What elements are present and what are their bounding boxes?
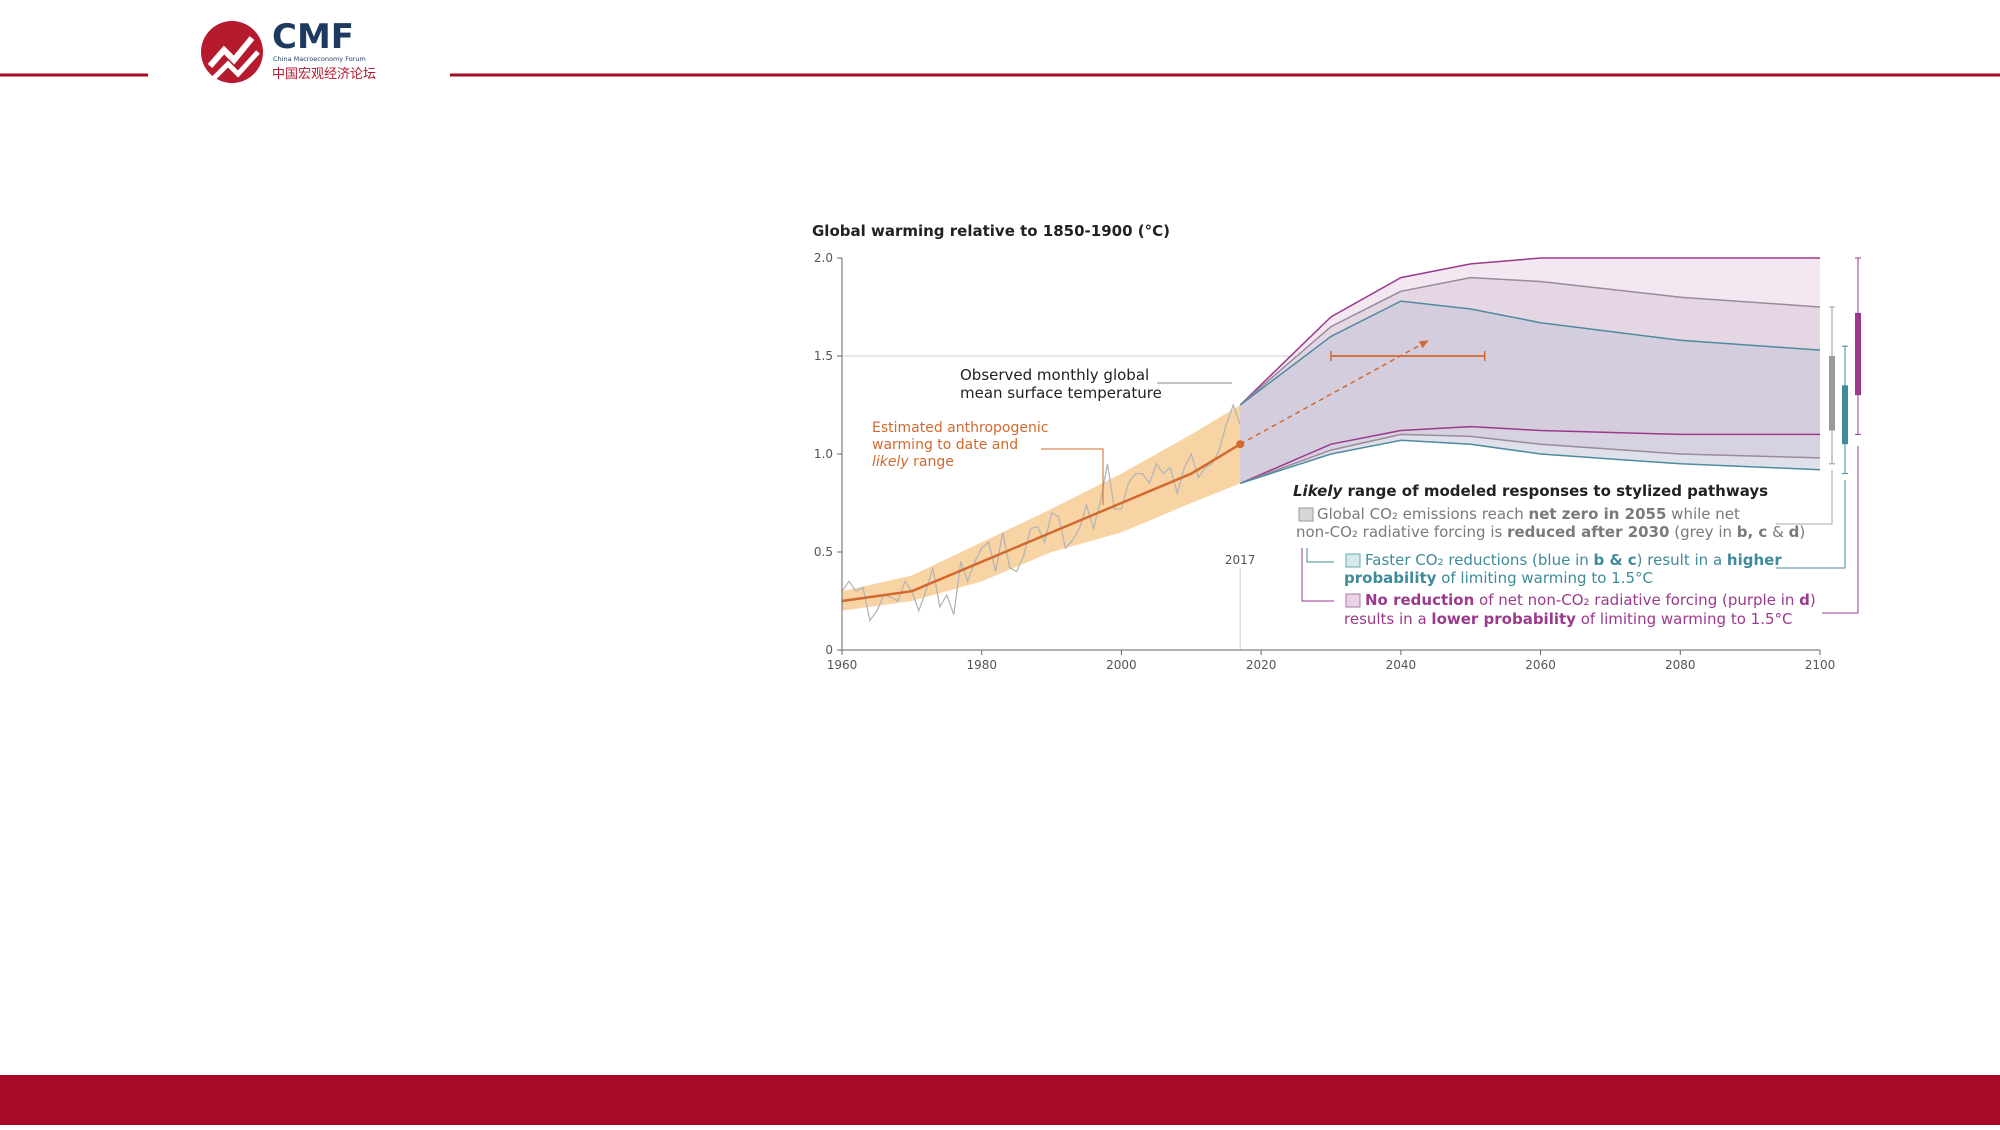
legend-part: d bbox=[1789, 523, 1800, 541]
event-label: 2017 bbox=[1225, 553, 1256, 567]
legend-part: Global CO₂ emissions reach bbox=[1317, 505, 1529, 523]
x-tick-label: 2080 bbox=[1665, 658, 1696, 672]
legend-part: of net non-CO₂ radiative forcing (purple… bbox=[1474, 591, 1799, 609]
likely-range-band bbox=[842, 405, 1241, 611]
x-tick-label: 1980 bbox=[966, 658, 997, 672]
legend-connector bbox=[1301, 548, 1334, 602]
legend-part: ) result in a bbox=[1637, 551, 1727, 569]
legend-connector bbox=[1822, 446, 1859, 614]
legend-part: b & c bbox=[1594, 551, 1637, 569]
legend-part: while net bbox=[1666, 505, 1740, 523]
y-tick-label: 0.5 bbox=[814, 545, 833, 559]
range-box bbox=[1855, 312, 1861, 396]
legend-part: results in a bbox=[1344, 610, 1431, 628]
x-tick-label: 2060 bbox=[1525, 658, 1556, 672]
x-tick-label: 1960 bbox=[827, 658, 858, 672]
annotation-part: likely bbox=[872, 454, 909, 470]
legend-connector bbox=[1306, 548, 1334, 563]
scenario-upper bbox=[1239, 276, 1821, 406]
legend-connector bbox=[1776, 470, 1833, 525]
annotation: mean surface temperature bbox=[960, 384, 1162, 402]
legend-text: No reduction of net non-CO₂ radiative fo… bbox=[1365, 591, 1816, 609]
legend-swatch bbox=[1298, 507, 1314, 522]
legend-part: Faster CO₂ reductions (blue in bbox=[1365, 551, 1594, 569]
legend-part: non-CO₂ radiative forcing is bbox=[1296, 523, 1507, 541]
x-tick-label: 2020 bbox=[1246, 658, 1277, 672]
scenario-lower bbox=[1239, 425, 1820, 485]
legend-text: probability of limiting warming to 1.5°C bbox=[1344, 569, 1653, 587]
legend-part: (grey in bbox=[1669, 523, 1736, 541]
footer-bar bbox=[0, 1075, 2000, 1125]
legend-text: Faster CO₂ reductions (blue in b & c) re… bbox=[1365, 551, 1782, 569]
scenario-lower bbox=[1239, 439, 1821, 485]
legend-part: & bbox=[1767, 523, 1788, 541]
x-tick-label: 2000 bbox=[1106, 658, 1137, 672]
y-tick-label: 0 bbox=[825, 643, 833, 657]
x-tick-label: 2040 bbox=[1386, 658, 1417, 672]
legend-part: higher bbox=[1727, 551, 1782, 569]
legend-part: probability bbox=[1344, 569, 1437, 587]
legend-part: b, c bbox=[1737, 523, 1768, 541]
legend-text: Global CO₂ emissions reach net zero in 2… bbox=[1317, 505, 1740, 523]
logo-mark bbox=[210, 50, 260, 82]
annotation: likely range bbox=[872, 454, 954, 470]
arrow-head bbox=[1418, 340, 1429, 349]
legend-part: net zero in 2055 bbox=[1529, 505, 1667, 523]
legend-part: of limiting warming to 1.5°C bbox=[1436, 569, 1653, 587]
logo-chinese: 中国宏观经济论坛 bbox=[272, 67, 376, 82]
legend-part: Likely bbox=[1293, 482, 1343, 500]
logo-mark bbox=[201, 21, 263, 83]
annotation-part: range bbox=[909, 454, 954, 470]
range-box bbox=[1829, 356, 1835, 431]
legend-part: reduced after 2030 bbox=[1507, 523, 1669, 541]
annotation: warming to date and bbox=[872, 437, 1018, 453]
legend-part: range of modeled responses to stylized p… bbox=[1342, 482, 1768, 500]
scenario-upper bbox=[1239, 257, 1820, 406]
logo-title: CMF bbox=[272, 17, 354, 57]
chart-title: Global warming relative to 1850-1900 (°C… bbox=[812, 222, 1170, 240]
legend-part: ) bbox=[1810, 591, 1816, 609]
anthropogenic-end bbox=[1236, 440, 1245, 449]
y-tick-label: 1.0 bbox=[814, 447, 833, 461]
legend-part: d bbox=[1799, 591, 1810, 609]
annotation: Estimated anthropogenic bbox=[872, 420, 1048, 436]
annotation: Observed monthly global bbox=[960, 366, 1149, 384]
legend-part: lower probability bbox=[1431, 610, 1576, 628]
legend-swatch bbox=[1345, 553, 1361, 568]
legend-heading: Likely range of modeled responses to sty… bbox=[1293, 482, 1768, 500]
legend-part: of limiting warming to 1.5°C bbox=[1576, 610, 1793, 628]
y-tick-label: 2.0 bbox=[814, 251, 833, 265]
annotation-leader bbox=[1041, 448, 1104, 505]
legend-text: results in a lower probability of limiti… bbox=[1344, 610, 1793, 628]
legend-part: No reduction bbox=[1365, 591, 1474, 609]
logo-mark bbox=[207, 36, 255, 68]
legend-text: non-CO₂ radiative forcing is reduced aft… bbox=[1296, 523, 1805, 541]
scenario-lower bbox=[1239, 433, 1821, 485]
legend-part: ) bbox=[1799, 523, 1805, 541]
anthropogenic-line bbox=[841, 443, 1241, 603]
y-tick-label: 1.5 bbox=[814, 349, 833, 363]
range-box bbox=[1842, 385, 1848, 445]
logo-subtitle: China Macroeconomy Forum bbox=[273, 55, 366, 63]
x-tick-label: 2100 bbox=[1805, 658, 1836, 672]
legend-swatch bbox=[1345, 593, 1361, 608]
legend-connector bbox=[1776, 480, 1846, 569]
scenario-upper bbox=[1239, 300, 1821, 406]
